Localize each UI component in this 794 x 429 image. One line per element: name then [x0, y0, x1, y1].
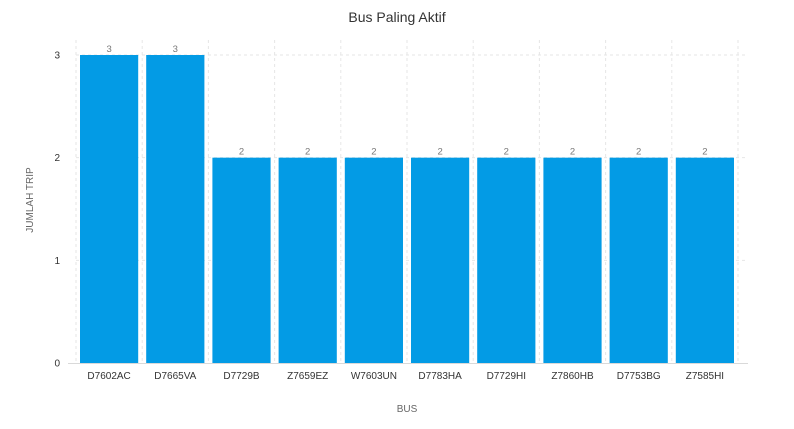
x-tick-label-d7753bg: D7753BG	[617, 371, 661, 382]
y-tick-label: 2	[54, 153, 60, 164]
data-label-w7603un: 2	[371, 147, 376, 158]
y-axis-title: JUMLAH TRIP	[25, 167, 36, 233]
x-tick-label-d7665va: D7665VA	[154, 371, 196, 382]
x-axis-title: BUS	[397, 404, 418, 415]
x-tick-label-d7783ha: D7783HA	[418, 371, 462, 382]
bar-w7603un	[344, 157, 403, 363]
data-label-d7783ha: 2	[437, 147, 442, 158]
bar-d7783ha	[411, 157, 470, 363]
bars	[80, 55, 734, 363]
bar-z7585hi	[675, 157, 734, 363]
bar-d7665va	[146, 55, 205, 363]
y-tick-label: 3	[54, 51, 60, 62]
bar-z7659ez	[278, 157, 337, 363]
x-tick-label-d7729hi: D7729HI	[487, 371, 526, 382]
x-tick-label-w7603un: W7603UN	[351, 371, 397, 382]
y-tick-label: 1	[54, 256, 60, 267]
bar-z7860hb	[543, 157, 602, 363]
bar-d7729b	[212, 157, 271, 363]
data-label-z7659ez: 2	[305, 147, 310, 158]
x-tick-label-z7659ez: Z7659EZ	[287, 371, 328, 382]
data-label-d7729b: 2	[239, 147, 244, 158]
bar-d7729hi	[477, 157, 536, 363]
y-axis-ticks: 0 1 2 3	[54, 51, 60, 370]
x-tick-label-d7602ac: D7602AC	[87, 371, 130, 382]
data-label-d7602ac: 3	[106, 44, 111, 55]
x-tick-label-z7860hb: Z7860HB	[551, 371, 594, 382]
data-labels: 3 3 2 2 2 2 2 2 2 2	[106, 44, 707, 158]
y-tick-label: 0	[54, 359, 60, 370]
data-label-z7585hi: 2	[702, 147, 707, 158]
data-label-d7665va: 3	[173, 44, 178, 55]
data-label-z7860hb: 2	[570, 147, 575, 158]
x-tick-label-d7729b: D7729B	[223, 371, 259, 382]
x-axis-ticks: D7602AC D7665VA D7729B Z7659EZ W7603UN D7783H…	[87, 371, 724, 382]
data-label-d7753bg: 2	[636, 147, 641, 158]
data-label-d7729hi: 2	[504, 147, 509, 158]
bar-d7753bg	[609, 157, 668, 363]
chart-title: Bus Paling Aktif	[348, 9, 445, 25]
x-tick-label-z7585hi: Z7585HI	[686, 371, 724, 382]
bar-d7602ac	[80, 55, 139, 363]
